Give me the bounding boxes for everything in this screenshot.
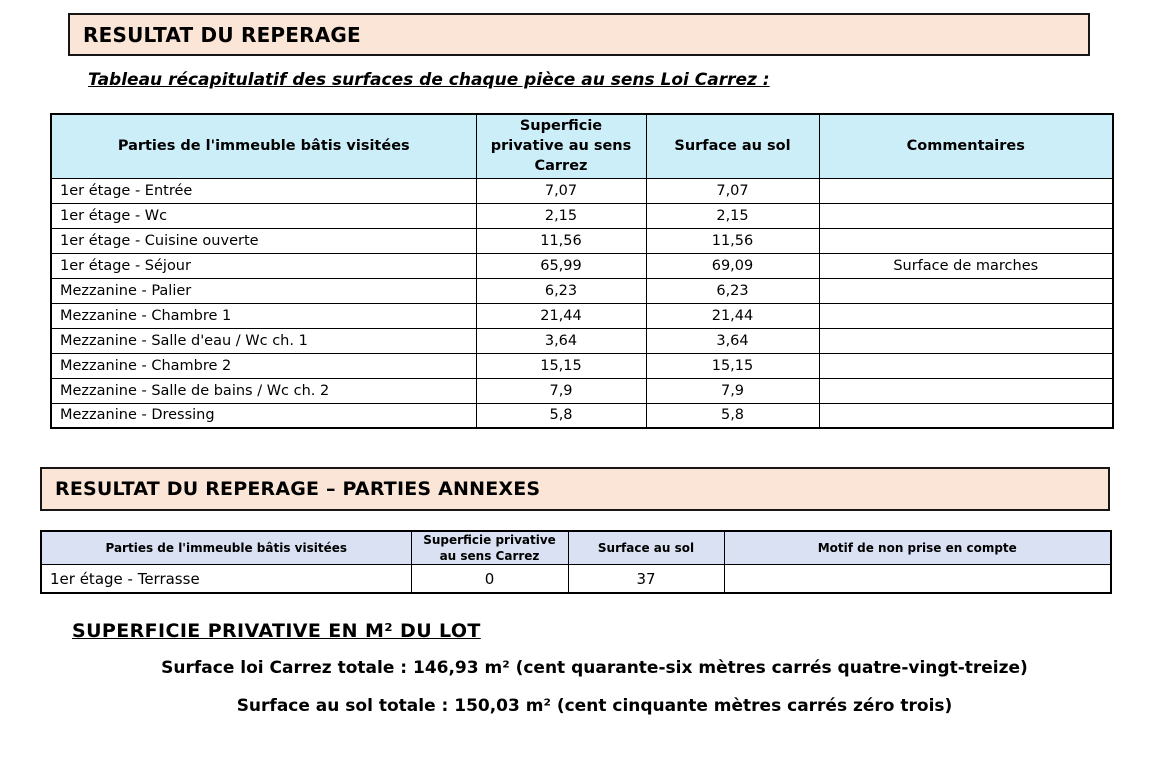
section-header-parties-annexes: RESULTAT DU REPERAGE – PARTIES ANNEXES bbox=[40, 467, 1110, 511]
col-header-surface-sol: Surface au sol bbox=[645, 113, 820, 179]
table-row: Mezzanine - Chambre 2 15,15 15,15 bbox=[50, 352, 1114, 379]
table-cell-floor: 15,15 bbox=[645, 352, 820, 379]
table-cell-floor: 7,07 bbox=[645, 177, 820, 204]
floor-total-line: Surface au sol totale : 150,03 m² (cent … bbox=[236, 695, 953, 716]
table-cell-comment bbox=[818, 402, 1114, 429]
summary-totals: Surface loi Carrez totale : 146,93 m² (c… bbox=[38, 658, 1151, 716]
table-row: 1er étage - Séjour 65,99 69,09 Surface de m… bbox=[50, 252, 1114, 279]
document-page: RESULTAT DU REPERAGE Tableau récapitulat… bbox=[0, 13, 1151, 716]
annexes-col-header-parties: Parties de l'immeuble bâtis visitées bbox=[40, 530, 412, 566]
col-header-commentaires: Commentaires bbox=[818, 113, 1114, 179]
table-cell-carrez: 11,56 bbox=[475, 227, 647, 254]
surfaces-table-header-row: Parties de l'immeuble bâtis visitées Sup… bbox=[50, 113, 1114, 179]
section-header-reperage: RESULTAT DU REPERAGE bbox=[68, 13, 1090, 56]
table-cell-floor: 5,8 bbox=[645, 402, 820, 429]
section-header-reperage-title: RESULTAT DU REPERAGE bbox=[83, 22, 361, 47]
table-cell-floor: 21,44 bbox=[645, 302, 820, 329]
table-cell-comment bbox=[818, 177, 1114, 204]
table-row: 1er étage - Wc 2,15 2,15 bbox=[50, 202, 1114, 229]
table-cell-room: Mezzanine - Chambre 1 bbox=[50, 302, 477, 329]
table-cell-comment bbox=[818, 377, 1114, 404]
table-cell-comment bbox=[818, 352, 1114, 379]
table-cell-comment bbox=[818, 277, 1114, 304]
table-cell-carrez: 0 bbox=[410, 564, 569, 594]
annexes-table: Parties de l'immeuble bâtis visitées Sup… bbox=[40, 530, 1112, 594]
table-cell-comment bbox=[818, 202, 1114, 229]
table-cell-room: 1er étage - Wc bbox=[50, 202, 477, 229]
table-cell-carrez: 21,44 bbox=[475, 302, 647, 329]
table-cell-room: Mezzanine - Dressing bbox=[50, 402, 477, 429]
table-row: Mezzanine - Salle de bains / Wc ch. 2 7,9… bbox=[50, 377, 1114, 404]
table-cell-floor: 37 bbox=[567, 564, 725, 594]
carrez-total-line: Surface loi Carrez totale : 146,93 m² (c… bbox=[161, 657, 1028, 678]
surfaces-table: Parties de l'immeuble bâtis visitées Sup… bbox=[50, 113, 1114, 429]
table-cell-comment bbox=[818, 327, 1114, 354]
table-cell-carrez: 65,99 bbox=[475, 252, 647, 279]
col-header-carrez: Superficie privative au sens Carrez bbox=[475, 113, 647, 179]
table-cell-carrez: 7,9 bbox=[475, 377, 647, 404]
annexes-col-header-surface-sol: Surface au sol bbox=[567, 530, 725, 566]
table-cell-room: Mezzanine - Salle d'eau / Wc ch. 1 bbox=[50, 327, 477, 354]
table-cell-carrez: 2,15 bbox=[475, 202, 647, 229]
annexes-table-header-row: Parties de l'immeuble bâtis visitées Sup… bbox=[40, 530, 1112, 566]
surfaces-table-body: 1er étage - Entrée 7,07 7,07 1er étage - Wc… bbox=[50, 177, 1114, 429]
annexes-col-header-motif: Motif de non prise en compte bbox=[723, 530, 1112, 566]
surfaces-table-caption: Tableau récapitulatif des surfaces de ch… bbox=[88, 70, 770, 90]
table-cell-room: Mezzanine - Palier bbox=[50, 277, 477, 304]
col-header-parties: Parties de l'immeuble bâtis visitées bbox=[50, 113, 477, 179]
table-cell-floor: 3,64 bbox=[645, 327, 820, 354]
table-cell-comment bbox=[818, 302, 1114, 329]
annexes-table-body: 1er étage - Terrasse 0 37 bbox=[40, 564, 1112, 594]
table-cell-floor: 2,15 bbox=[645, 202, 820, 229]
section-header-parties-annexes-title: RESULTAT DU REPERAGE – PARTIES ANNEXES bbox=[55, 478, 541, 500]
table-cell-room: 1er étage - Séjour bbox=[50, 252, 477, 279]
table-row: 1er étage - Entrée 7,07 7,07 bbox=[50, 177, 1114, 204]
table-cell-comment bbox=[818, 227, 1114, 254]
summary-title: SUPERFICIE PRIVATIVE EN M² DU LOT bbox=[72, 619, 481, 642]
table-row: Mezzanine - Chambre 1 21,44 21,44 bbox=[50, 302, 1114, 329]
table-cell-room: Mezzanine - Salle de bains / Wc ch. 2 bbox=[50, 377, 477, 404]
table-cell-room: 1er étage - Cuisine ouverte bbox=[50, 227, 477, 254]
table-cell-floor: 7,9 bbox=[645, 377, 820, 404]
table-cell-carrez: 15,15 bbox=[475, 352, 647, 379]
table-row: 1er étage - Terrasse 0 37 bbox=[40, 564, 1112, 594]
table-cell-comment: Surface de marches bbox=[818, 252, 1114, 279]
table-cell-floor: 11,56 bbox=[645, 227, 820, 254]
table-cell-room: 1er étage - Terrasse bbox=[40, 564, 412, 594]
table-row: Mezzanine - Salle d'eau / Wc ch. 1 3,64 3,… bbox=[50, 327, 1114, 354]
table-cell-carrez: 5,8 bbox=[475, 402, 647, 429]
table-cell-room: 1er étage - Entrée bbox=[50, 177, 477, 204]
annexes-col-header-carrez: Superficie privative au sens Carrez bbox=[410, 530, 569, 566]
table-cell-floor: 69,09 bbox=[645, 252, 820, 279]
table-row: Mezzanine - Palier 6,23 6,23 bbox=[50, 277, 1114, 304]
table-cell-carrez: 3,64 bbox=[475, 327, 647, 354]
table-row: 1er étage - Cuisine ouverte 11,56 11,56 bbox=[50, 227, 1114, 254]
table-row: Mezzanine - Dressing 5,8 5,8 bbox=[50, 402, 1114, 429]
table-cell-carrez: 7,07 bbox=[475, 177, 647, 204]
table-cell-room: Mezzanine - Chambre 2 bbox=[50, 352, 477, 379]
table-cell-motif bbox=[723, 564, 1112, 594]
table-cell-carrez: 6,23 bbox=[475, 277, 647, 304]
table-cell-floor: 6,23 bbox=[645, 277, 820, 304]
